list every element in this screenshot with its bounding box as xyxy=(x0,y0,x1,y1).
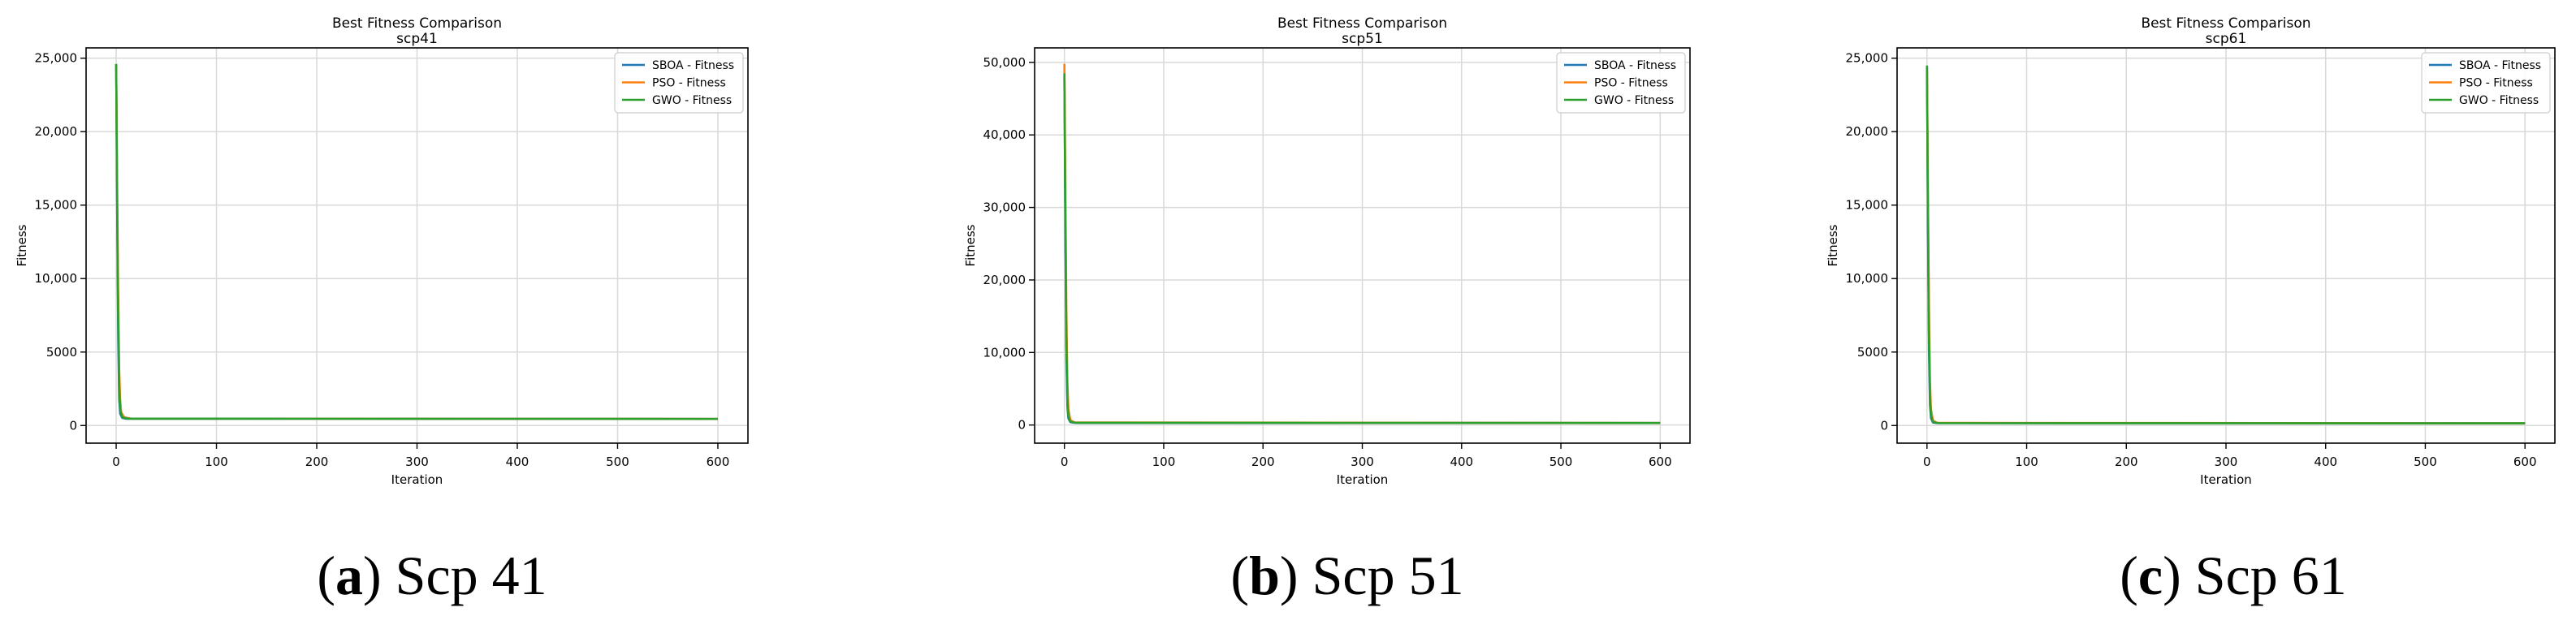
chart-subtitle: scp51 xyxy=(1342,31,1383,47)
caption-c-text: Scp 61 xyxy=(2181,545,2347,606)
chart-title: Best Fitness Comparison xyxy=(2141,15,2310,32)
chart-title: Best Fitness Comparison xyxy=(1277,15,1447,32)
x-tick-label: 500 xyxy=(606,455,629,469)
x-tick-label: 400 xyxy=(2314,455,2337,469)
legend-box xyxy=(614,52,744,114)
caption-b-letter: b xyxy=(1249,545,1280,606)
legend: SBOA - Fitness PSO - Fitness GWO - Fitness xyxy=(614,52,744,114)
x-tick-label: 0 xyxy=(1061,455,1069,469)
y-tick-label: 20,000 xyxy=(1846,124,1889,139)
x-axis-label: Iteration xyxy=(2200,472,2252,487)
caption-c: (c) Scp 61 xyxy=(2120,545,2347,606)
x-tick-label: 600 xyxy=(2513,455,2537,469)
x-axis-label: Iteration xyxy=(1337,472,1389,487)
caption-b: (b) Scp 51 xyxy=(1230,545,1464,606)
x-tick-label: 300 xyxy=(405,455,429,469)
y-tick-label: 20,000 xyxy=(983,273,1027,287)
y-tick-label: 50,000 xyxy=(983,55,1027,70)
y-tick-label: 15,000 xyxy=(1846,198,1889,213)
x-tick-label: 400 xyxy=(1450,455,1473,469)
y-tick-label: 40,000 xyxy=(983,127,1027,142)
legend-label: PSO - Fitness xyxy=(652,77,726,90)
legend-label: GWO - Fitness xyxy=(652,94,732,107)
x-tick-label: 200 xyxy=(2115,455,2138,469)
y-axis-label: Fitness xyxy=(1826,224,1840,266)
x-tick-label: 300 xyxy=(1351,455,1374,469)
legend-box xyxy=(1556,52,1686,114)
y-tick-label: 20,000 xyxy=(35,124,78,139)
caption-a-letter: a xyxy=(335,545,363,606)
x-tick-label: 100 xyxy=(1152,455,1176,469)
x-tick-label: 100 xyxy=(205,455,228,469)
y-tick-label: 5000 xyxy=(1857,345,1888,360)
x-tick-label: 0 xyxy=(112,455,120,469)
x-tick-label: 400 xyxy=(506,455,529,469)
y-tick-label: 10,000 xyxy=(1846,271,1889,286)
caption-a-text: Scp 41 xyxy=(381,545,547,606)
x-tick-label: 100 xyxy=(2015,455,2038,469)
chart-subtitle: scp61 xyxy=(2206,31,2247,47)
series-line-gwo xyxy=(1063,73,1661,424)
x-tick-label: 600 xyxy=(707,455,730,469)
y-tick-label: 0 xyxy=(1018,418,1026,433)
caption-b-text: Scp 51 xyxy=(1298,545,1464,606)
y-tick-label: 0 xyxy=(1880,418,1888,433)
legend-label: GWO - Fitness xyxy=(2459,94,2539,107)
legend-label: PSO - Fitness xyxy=(2459,77,2533,90)
legend-label: SBOA - Fitness xyxy=(2459,59,2541,72)
legend: SBOA - Fitness PSO - Fitness GWO - Fitness xyxy=(2421,52,2551,114)
x-tick-label: 500 xyxy=(1549,455,1573,469)
subplot-scp51: 0 100 200 300 400 500 600 0 10,000 20,000 30,000 40… xyxy=(963,15,1691,487)
series-line-gwo xyxy=(115,63,718,420)
subplot-scp61: 0 100 200 300 400 500 600 0 5000 10,000 15,000 20,0… xyxy=(1826,15,2556,487)
legend-label: SBOA - Fitness xyxy=(652,59,734,72)
y-tick-label: 25,000 xyxy=(1846,51,1889,66)
y-tick-label: 30,000 xyxy=(983,200,1027,215)
y-tick-label: 25,000 xyxy=(35,51,78,66)
caption-c-letter: c xyxy=(2137,545,2163,606)
subplot-scp41: 0 100 200 300 400 500 600 0 5000 10,000 15,000 20,0… xyxy=(15,15,749,487)
series-line-gwo xyxy=(1926,65,2526,424)
legend-label: SBOA - Fitness xyxy=(1594,59,1676,72)
legend-label: GWO - Fitness xyxy=(1594,94,1674,107)
y-tick-label: 15,000 xyxy=(35,198,78,213)
y-axis-label: Fitness xyxy=(15,224,29,266)
x-tick-label: 600 xyxy=(1649,455,1672,469)
x-tick-label: 200 xyxy=(305,455,329,469)
x-tick-label: 200 xyxy=(1251,455,1275,469)
legend: SBOA - Fitness PSO - Fitness GWO - Fitness xyxy=(1556,52,1686,114)
legend-box xyxy=(2421,52,2551,114)
x-tick-label: 300 xyxy=(2215,455,2238,469)
y-tick-label: 0 xyxy=(69,418,77,433)
chart-subtitle: scp41 xyxy=(396,31,438,47)
y-tick-label: 10,000 xyxy=(35,271,78,286)
legend-label: PSO - Fitness xyxy=(1594,77,1668,90)
chart-title: Best Fitness Comparison xyxy=(332,15,502,32)
x-axis-label: Iteration xyxy=(391,472,443,487)
y-tick-label: 5000 xyxy=(46,345,77,360)
x-tick-label: 0 xyxy=(1923,455,1931,469)
x-tick-label: 500 xyxy=(2414,455,2437,469)
y-tick-label: 10,000 xyxy=(983,345,1027,360)
y-axis-label: Fitness xyxy=(963,224,978,266)
caption-a: (a) Scp 41 xyxy=(317,545,547,606)
